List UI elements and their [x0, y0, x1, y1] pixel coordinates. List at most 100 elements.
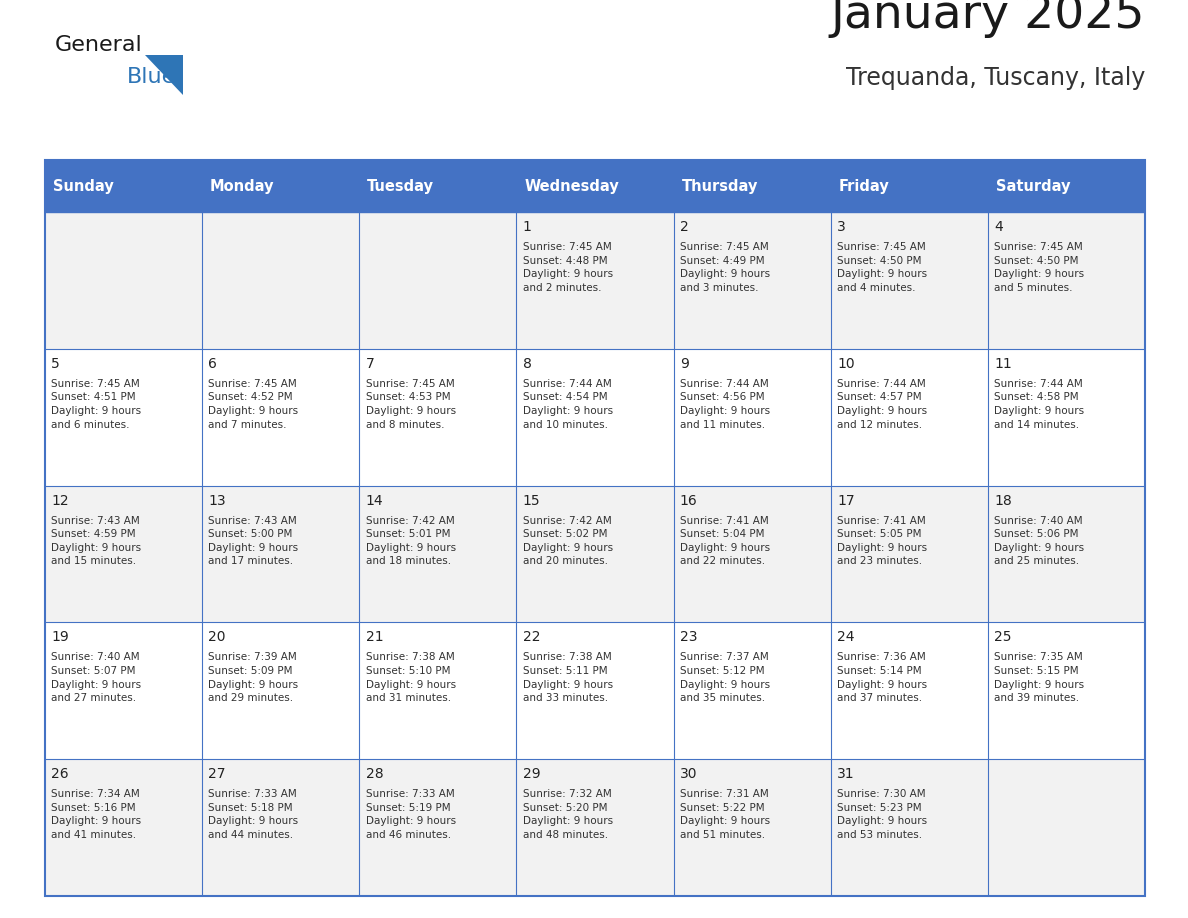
Text: 26: 26 [51, 767, 69, 781]
Text: Blue: Blue [127, 67, 176, 87]
Text: Sunrise: 7:44 AM
Sunset: 4:54 PM
Daylight: 9 hours
and 10 minutes.: Sunrise: 7:44 AM Sunset: 4:54 PM Dayligh… [523, 379, 613, 430]
Text: 6: 6 [208, 357, 217, 371]
Text: Sunrise: 7:42 AM
Sunset: 5:01 PM
Daylight: 9 hours
and 18 minutes.: Sunrise: 7:42 AM Sunset: 5:01 PM Dayligh… [366, 516, 456, 566]
Bar [45, 486, 202, 622]
Bar [359, 349, 517, 486]
Text: 31: 31 [838, 767, 854, 781]
Text: 24: 24 [838, 631, 854, 644]
Bar [202, 212, 359, 349]
Text: 27: 27 [208, 767, 226, 781]
Text: Sunrise: 7:32 AM
Sunset: 5:20 PM
Daylight: 9 hours
and 48 minutes.: Sunrise: 7:32 AM Sunset: 5:20 PM Dayligh… [523, 789, 613, 840]
Text: 30: 30 [680, 767, 697, 781]
Text: Trequanda, Tuscany, Italy: Trequanda, Tuscany, Italy [846, 66, 1145, 90]
Text: January 2025: January 2025 [830, 0, 1145, 38]
Text: 19: 19 [51, 631, 69, 644]
Bar [674, 212, 830, 349]
Text: Sunrise: 7:44 AM
Sunset: 4:57 PM
Daylight: 9 hours
and 12 minutes.: Sunrise: 7:44 AM Sunset: 4:57 PM Dayligh… [838, 379, 927, 430]
Text: 22: 22 [523, 631, 541, 644]
Bar [359, 622, 517, 759]
Bar [830, 349, 988, 486]
Bar [674, 486, 830, 622]
Bar [830, 486, 988, 622]
Text: General: General [55, 35, 143, 55]
Text: 21: 21 [366, 631, 384, 644]
Text: Sunrise: 7:44 AM
Sunset: 4:58 PM
Daylight: 9 hours
and 14 minutes.: Sunrise: 7:44 AM Sunset: 4:58 PM Dayligh… [994, 379, 1085, 430]
Text: Wednesday: Wednesday [524, 178, 619, 194]
Bar [517, 212, 674, 349]
Text: Sunrise: 7:43 AM
Sunset: 5:00 PM
Daylight: 9 hours
and 17 minutes.: Sunrise: 7:43 AM Sunset: 5:00 PM Dayligh… [208, 516, 298, 566]
Text: 12: 12 [51, 494, 69, 508]
Bar [517, 160, 674, 212]
Text: Tuesday: Tuesday [367, 178, 434, 194]
Bar [517, 622, 674, 759]
Bar [988, 486, 1145, 622]
Bar [517, 349, 674, 486]
Text: Sunrise: 7:40 AM
Sunset: 5:06 PM
Daylight: 9 hours
and 25 minutes.: Sunrise: 7:40 AM Sunset: 5:06 PM Dayligh… [994, 516, 1085, 566]
Bar [45, 160, 1145, 896]
Text: 14: 14 [366, 494, 384, 508]
Text: Sunrise: 7:36 AM
Sunset: 5:14 PM
Daylight: 9 hours
and 37 minutes.: Sunrise: 7:36 AM Sunset: 5:14 PM Dayligh… [838, 653, 927, 703]
Bar [830, 160, 988, 212]
Text: 8: 8 [523, 357, 531, 371]
Bar [988, 759, 1145, 896]
Text: Sunrise: 7:45 AM
Sunset: 4:48 PM
Daylight: 9 hours
and 2 minutes.: Sunrise: 7:45 AM Sunset: 4:48 PM Dayligh… [523, 242, 613, 293]
Text: Sunday: Sunday [52, 178, 114, 194]
Text: Sunrise: 7:39 AM
Sunset: 5:09 PM
Daylight: 9 hours
and 29 minutes.: Sunrise: 7:39 AM Sunset: 5:09 PM Dayligh… [208, 653, 298, 703]
Bar [830, 622, 988, 759]
Text: Sunrise: 7:41 AM
Sunset: 5:05 PM
Daylight: 9 hours
and 23 minutes.: Sunrise: 7:41 AM Sunset: 5:05 PM Dayligh… [838, 516, 927, 566]
Text: 20: 20 [208, 631, 226, 644]
Bar [517, 486, 674, 622]
Text: Sunrise: 7:31 AM
Sunset: 5:22 PM
Daylight: 9 hours
and 51 minutes.: Sunrise: 7:31 AM Sunset: 5:22 PM Dayligh… [680, 789, 770, 840]
Bar [674, 349, 830, 486]
Bar [202, 486, 359, 622]
Bar [359, 759, 517, 896]
Bar [674, 759, 830, 896]
Text: Sunrise: 7:30 AM
Sunset: 5:23 PM
Daylight: 9 hours
and 53 minutes.: Sunrise: 7:30 AM Sunset: 5:23 PM Dayligh… [838, 789, 927, 840]
Text: Sunrise: 7:45 AM
Sunset: 4:50 PM
Daylight: 9 hours
and 4 minutes.: Sunrise: 7:45 AM Sunset: 4:50 PM Dayligh… [838, 242, 927, 293]
Text: 1: 1 [523, 220, 531, 234]
Bar [359, 486, 517, 622]
Bar [988, 622, 1145, 759]
Polygon shape [145, 54, 183, 95]
Text: Sunrise: 7:45 AM
Sunset: 4:49 PM
Daylight: 9 hours
and 3 minutes.: Sunrise: 7:45 AM Sunset: 4:49 PM Dayligh… [680, 242, 770, 293]
Text: 9: 9 [680, 357, 689, 371]
Text: Sunrise: 7:45 AM
Sunset: 4:53 PM
Daylight: 9 hours
and 8 minutes.: Sunrise: 7:45 AM Sunset: 4:53 PM Dayligh… [366, 379, 456, 430]
Text: 16: 16 [680, 494, 697, 508]
Text: Sunrise: 7:35 AM
Sunset: 5:15 PM
Daylight: 9 hours
and 39 minutes.: Sunrise: 7:35 AM Sunset: 5:15 PM Dayligh… [994, 653, 1085, 703]
Bar [45, 349, 202, 486]
Bar [517, 759, 674, 896]
Text: 4: 4 [994, 220, 1003, 234]
Bar [674, 622, 830, 759]
Bar [45, 759, 202, 896]
Text: Sunrise: 7:33 AM
Sunset: 5:18 PM
Daylight: 9 hours
and 44 minutes.: Sunrise: 7:33 AM Sunset: 5:18 PM Dayligh… [208, 789, 298, 840]
Bar [359, 160, 517, 212]
Bar [45, 160, 202, 212]
Bar [202, 160, 359, 212]
Bar [830, 759, 988, 896]
Text: Sunrise: 7:37 AM
Sunset: 5:12 PM
Daylight: 9 hours
and 35 minutes.: Sunrise: 7:37 AM Sunset: 5:12 PM Dayligh… [680, 653, 770, 703]
Text: 7: 7 [366, 357, 374, 371]
Text: Sunrise: 7:45 AM
Sunset: 4:52 PM
Daylight: 9 hours
and 7 minutes.: Sunrise: 7:45 AM Sunset: 4:52 PM Dayligh… [208, 379, 298, 430]
Text: Sunrise: 7:45 AM
Sunset: 4:51 PM
Daylight: 9 hours
and 6 minutes.: Sunrise: 7:45 AM Sunset: 4:51 PM Dayligh… [51, 379, 141, 430]
Text: Monday: Monday [210, 178, 274, 194]
Text: 25: 25 [994, 631, 1012, 644]
Text: Sunrise: 7:38 AM
Sunset: 5:10 PM
Daylight: 9 hours
and 31 minutes.: Sunrise: 7:38 AM Sunset: 5:10 PM Dayligh… [366, 653, 456, 703]
Text: 5: 5 [51, 357, 61, 371]
Text: Friday: Friday [839, 178, 890, 194]
Text: 11: 11 [994, 357, 1012, 371]
Bar [45, 622, 202, 759]
Text: Sunrise: 7:34 AM
Sunset: 5:16 PM
Daylight: 9 hours
and 41 minutes.: Sunrise: 7:34 AM Sunset: 5:16 PM Dayligh… [51, 789, 141, 840]
Bar [988, 160, 1145, 212]
Bar [674, 160, 830, 212]
Text: Sunrise: 7:43 AM
Sunset: 4:59 PM
Daylight: 9 hours
and 15 minutes.: Sunrise: 7:43 AM Sunset: 4:59 PM Dayligh… [51, 516, 141, 566]
Text: 29: 29 [523, 767, 541, 781]
Text: Saturday: Saturday [996, 178, 1070, 194]
Text: Sunrise: 7:41 AM
Sunset: 5:04 PM
Daylight: 9 hours
and 22 minutes.: Sunrise: 7:41 AM Sunset: 5:04 PM Dayligh… [680, 516, 770, 566]
Text: 17: 17 [838, 494, 854, 508]
Text: Sunrise: 7:40 AM
Sunset: 5:07 PM
Daylight: 9 hours
and 27 minutes.: Sunrise: 7:40 AM Sunset: 5:07 PM Dayligh… [51, 653, 141, 703]
Text: Sunrise: 7:44 AM
Sunset: 4:56 PM
Daylight: 9 hours
and 11 minutes.: Sunrise: 7:44 AM Sunset: 4:56 PM Dayligh… [680, 379, 770, 430]
Text: 3: 3 [838, 220, 846, 234]
Bar [830, 212, 988, 349]
Text: 2: 2 [680, 220, 689, 234]
Text: 18: 18 [994, 494, 1012, 508]
